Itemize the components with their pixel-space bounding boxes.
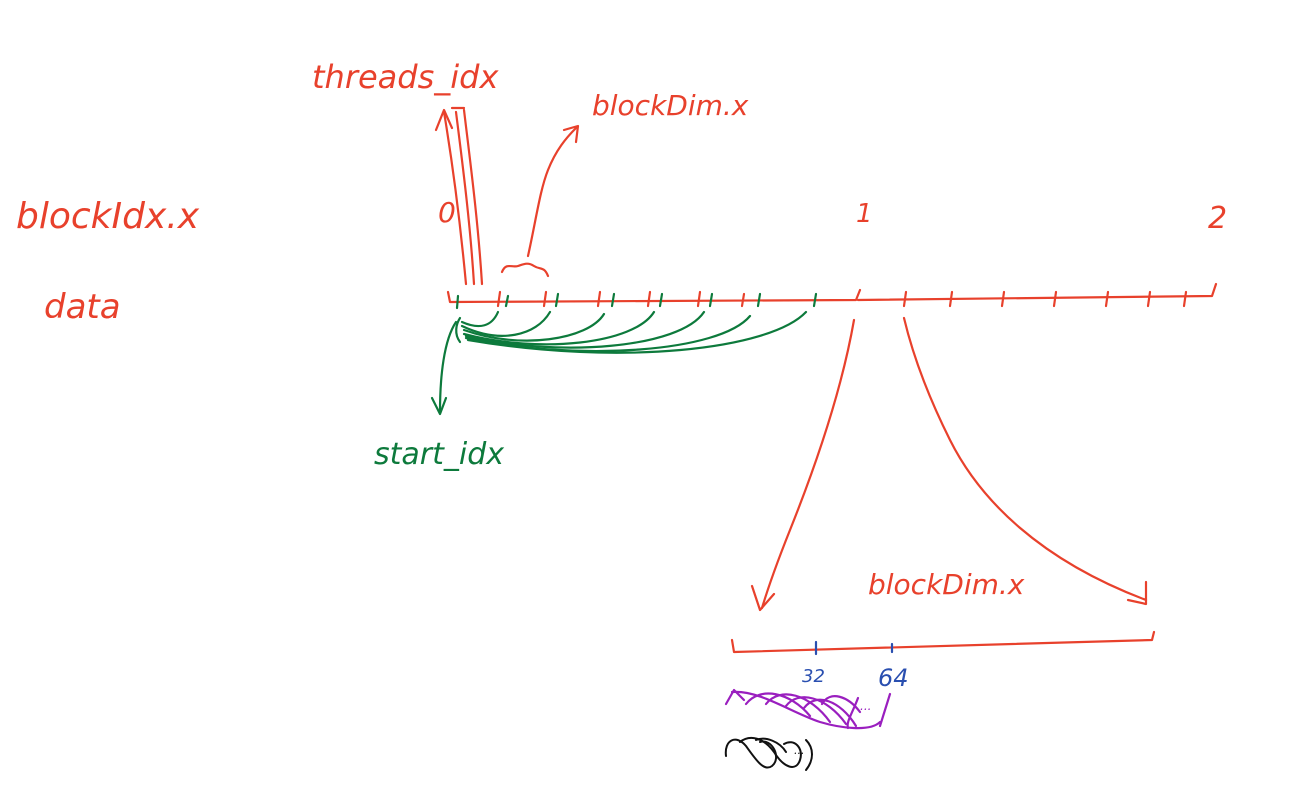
zoomed-block-line <box>730 630 1156 654</box>
threads-idx-arrow <box>434 106 484 286</box>
blockdim-top-brace <box>500 124 580 278</box>
warp-loops-purple <box>724 688 892 730</box>
start-idx-arrow <box>430 320 458 416</box>
zoom-arrows <box>750 316 1148 612</box>
blockdim-top-label: blockDim.x <box>592 89 749 122</box>
loops-black <box>724 736 813 771</box>
block-index-2: 2 <box>1208 201 1227 236</box>
black-ellipsis: ... <box>794 744 805 757</box>
data-number-line <box>446 282 1218 308</box>
block-index-0: 0 <box>438 196 456 229</box>
blue-ticks <box>814 640 894 656</box>
tick-64-label: 64 <box>878 664 909 692</box>
block-index-1: 1 <box>856 199 873 229</box>
start-idx-arcs <box>455 310 808 354</box>
threads-idx-label: threads_idx <box>312 58 499 96</box>
green-thread-ticks <box>455 292 818 310</box>
tick-32-label: 32 <box>802 666 825 687</box>
blockdim-bottom-label: blockDim.x <box>868 568 1025 601</box>
data-label: data <box>44 287 121 327</box>
blockidx-label: blockIdx.x <box>16 196 200 237</box>
start-idx-label: start_idx <box>374 437 504 472</box>
purple-ellipsis: ... <box>860 699 871 713</box>
